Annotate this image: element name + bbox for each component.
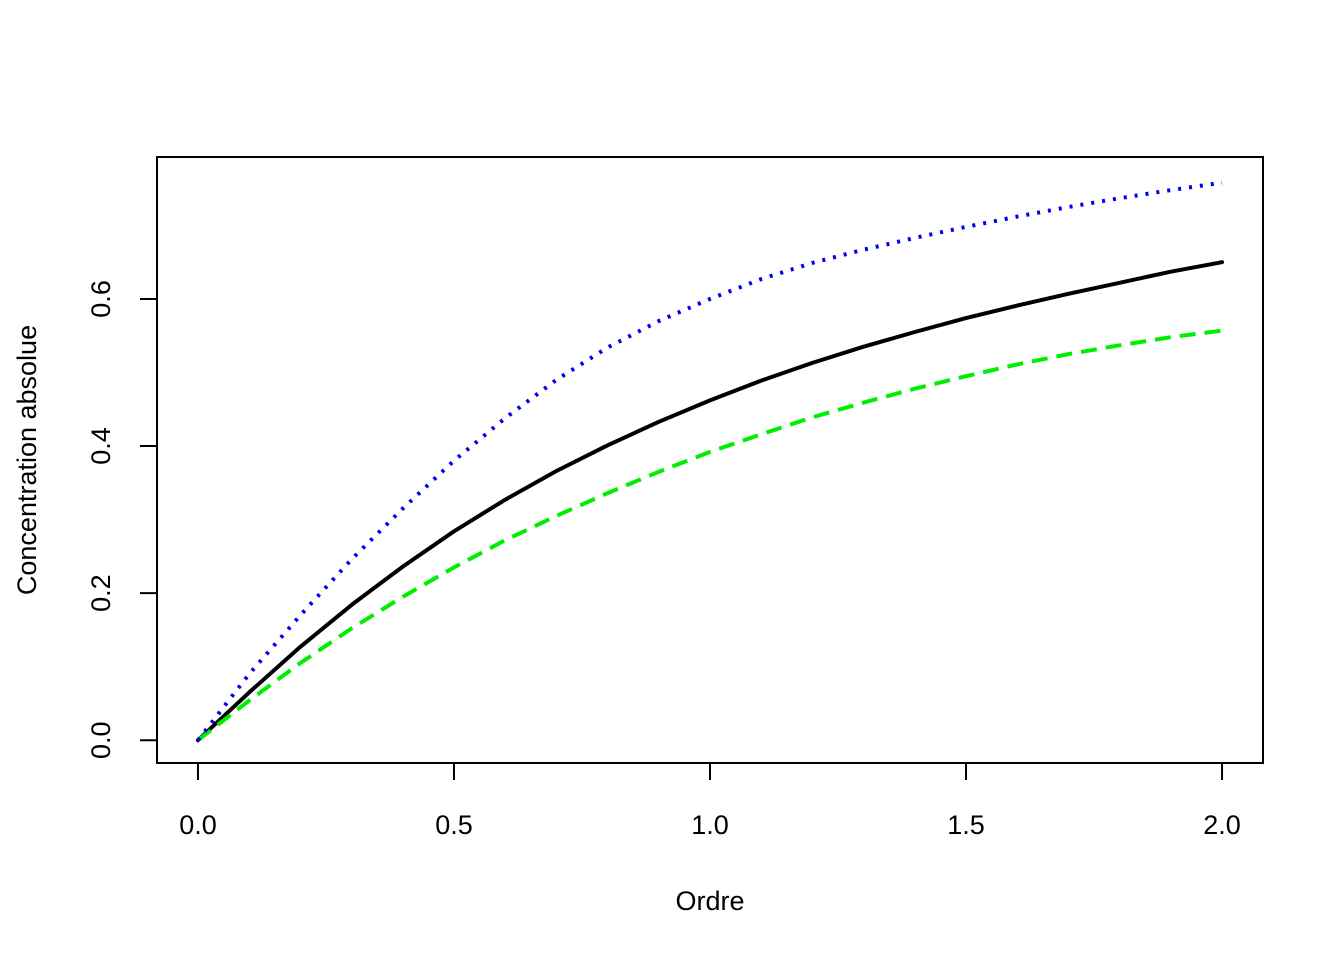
- series-line-1: [196, 260, 1224, 743]
- y-tick-label: 0.0: [86, 721, 116, 759]
- y-tick-label: 0.6: [86, 280, 116, 318]
- x-tick-label: 2.0: [1203, 810, 1241, 840]
- y-axis: 0.0 0.2 0.4 0.6: [86, 280, 158, 759]
- plot-frame: [156, 156, 1264, 764]
- x-tick-label: 0.0: [179, 810, 217, 840]
- x-axis-title: Ordre: [675, 886, 744, 916]
- y-tick-label: 0.4: [86, 427, 116, 465]
- y-tick-label: 0.2: [86, 574, 116, 612]
- series-line-2: [196, 328, 1223, 742]
- x-axis: 0.0 0.5 1.0 1.5 2.0: [179, 762, 1241, 840]
- x-tick-label: 0.5: [435, 810, 473, 840]
- x-tick-label: 1.5: [947, 810, 985, 840]
- series-line-3: [196, 180, 1223, 742]
- series-layer: [196, 180, 1224, 743]
- x-tick-label: 1.0: [691, 810, 729, 840]
- y-axis-title: Concentration absolue: [12, 325, 42, 595]
